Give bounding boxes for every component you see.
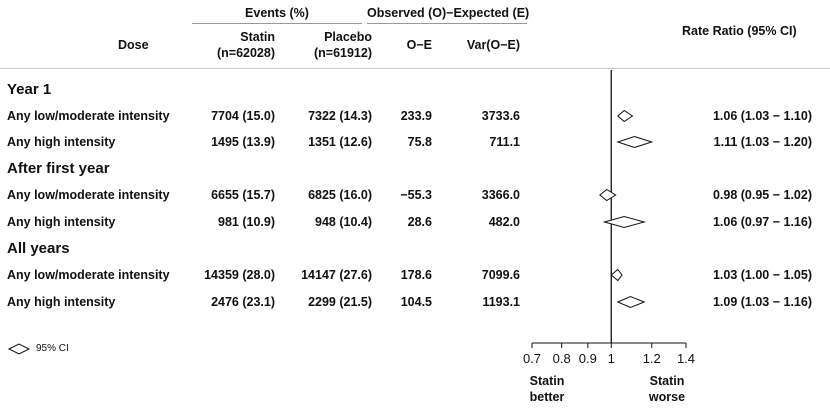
rate-ratio-text: 1.09 (1.03 − 1.16) (712, 295, 812, 309)
header-divider (0, 68, 830, 69)
ci-diamond (616, 135, 654, 149)
statin-worse-label-line1: Statin (649, 374, 685, 388)
x-tick-label: 0.7 (523, 351, 541, 366)
dose-header: Dose (118, 38, 149, 52)
oe-value: 28.6 (407, 215, 432, 229)
rate-ratio-text: 1.03 (1.00 − 1.05) (712, 268, 812, 282)
statin-events: 1495 (13.9) (211, 135, 275, 149)
var-header: Var(O−E) (466, 38, 520, 52)
rate-ratio-header: Rate Ratio (95% CI) (682, 24, 797, 38)
statin-header: Statin (240, 30, 275, 44)
ci-diamond (610, 268, 623, 282)
rate-ratio-text: 1.11 (1.03 − 1.20) (713, 135, 812, 149)
var-value: 711.1 (489, 135, 520, 149)
statin-better-label-line2: better (529, 390, 565, 404)
statin-events: 14359 (28.0) (204, 268, 275, 282)
placebo-events: 1351 (12.6) (308, 135, 372, 149)
rate-ratio-text: 0.98 (0.95 − 1.02) (712, 188, 812, 202)
placebo-events: 7322 (14.3) (308, 109, 372, 123)
oe-header: O−E (406, 38, 432, 52)
rate-ratio-text: 1.06 (0.97 − 1.16) (712, 215, 812, 229)
var-value: 1193.1 (482, 295, 520, 309)
ci-diamond (602, 215, 647, 229)
oe-value: 75.8 (407, 135, 432, 149)
legend-label: 95% CI (36, 343, 69, 354)
rate-ratio-text: 1.06 (1.03 − 1.10) (712, 109, 812, 123)
events-header-rule (192, 23, 362, 24)
x-tick-label: 0.8 (553, 351, 571, 366)
section-title: Year 1 (7, 81, 52, 98)
x-tick-label: 0.9 (579, 351, 597, 366)
dose-label: Any high intensity (7, 295, 116, 309)
ci-diamond (599, 188, 617, 202)
legend-diamond-icon (7, 343, 31, 355)
placebo-events: 948 (10.4) (315, 215, 372, 229)
ci-diamond (617, 109, 634, 123)
dose-label: Any high intensity (7, 215, 116, 229)
oe-value: 233.9 (400, 109, 432, 123)
var-value: 3733.6 (481, 109, 520, 123)
oe-value: 178.6 (400, 268, 432, 282)
oe-value: 104.5 (400, 295, 432, 309)
statin-better-label-line1: Statin (529, 374, 565, 388)
observed-expected-header-rule (367, 23, 527, 24)
x-tick-label: 1 (608, 351, 615, 366)
ci-diamond (616, 295, 646, 309)
dose-label: Any low/moderate intensity (7, 188, 170, 202)
x-tick-label: 1.2 (643, 351, 661, 366)
section-title: After first year (7, 160, 110, 177)
dose-label: Any low/moderate intensity (7, 109, 170, 123)
var-value: 482.0 (488, 215, 520, 229)
section-title: All years (7, 240, 70, 257)
statin-events: 981 (10.9) (218, 215, 275, 229)
statin-events: 2476 (23.1) (211, 295, 275, 309)
statin-events: 7704 (15.0) (211, 109, 275, 123)
statin-worse-label-line2: worse (648, 390, 686, 404)
oe-value: −55.3 (400, 188, 432, 202)
var-value: 7099.6 (481, 268, 520, 282)
placebo-events: 2299 (21.5) (308, 295, 372, 309)
placebo-header: Placebo (324, 30, 372, 44)
statin-n-header: (n=62028) (216, 46, 275, 60)
placebo-n-header: (n=61912) (313, 46, 372, 60)
dose-label: Any high intensity (7, 135, 116, 149)
var-value: 3366.0 (481, 188, 520, 202)
events-header: Events (%) (245, 6, 309, 20)
x-tick-label: 1.4 (677, 351, 695, 366)
observed-expected-header: Observed (O)−Expected (E) (367, 6, 530, 20)
placebo-events: 6825 (16.0) (308, 188, 372, 202)
dose-label: Any low/moderate intensity (7, 268, 170, 282)
placebo-events: 14147 (27.6) (301, 268, 372, 282)
statin-events: 6655 (15.7) (211, 188, 275, 202)
